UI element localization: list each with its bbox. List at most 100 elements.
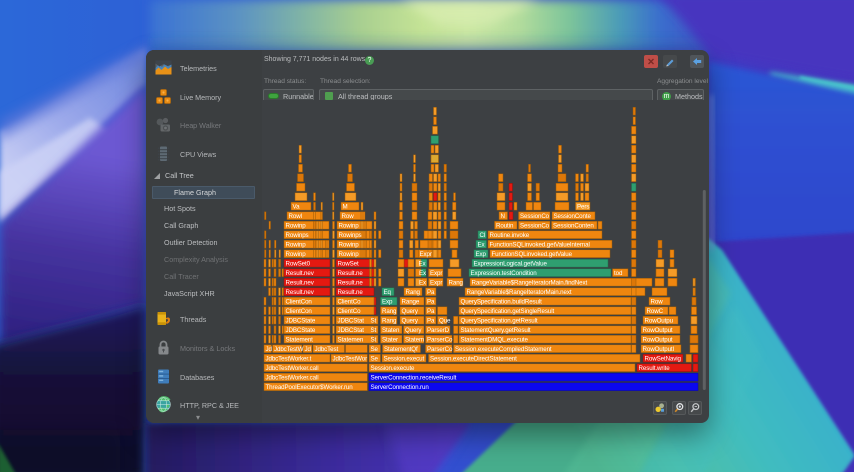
svg-text:StatementDMQL.execute: StatementDMQL.execute [461, 336, 529, 343]
svg-text:RangeVariable$RangeIteratorMai: RangeVariable$RangeIteratorMain.findNext [472, 279, 588, 286]
svg-text:JdbcTestWor: JdbcTestWor [333, 355, 368, 362]
svg-text:tod: tod [614, 270, 623, 277]
svg-text:Rowinp: Rowinp [339, 241, 360, 248]
svg-text:JdbcTestWorker.call: JdbcTestWorker.call [266, 365, 319, 372]
svg-text:Rang: Rang [406, 289, 421, 296]
svg-text:Session.execute: Session.execute [371, 365, 416, 372]
svg-text:Que: Que [439, 317, 451, 324]
svg-text:Result.ne: Result.ne [338, 289, 364, 296]
svg-text:Se: Se [371, 346, 379, 353]
svg-text:Range: Range [402, 298, 420, 305]
svg-text:Staten: Staten [382, 327, 400, 334]
svg-text:Rowinps: Rowinps [286, 232, 309, 239]
svg-text:Result.write: Result.write [639, 365, 671, 372]
svg-text:Ex: Ex [419, 260, 427, 267]
svg-text:ClientCon: ClientCon [286, 298, 313, 305]
svg-text:Statem: Statem [405, 336, 424, 343]
svg-text:N: N [501, 213, 505, 220]
svg-text:JDBCStat: JDBCStat [338, 317, 365, 324]
svg-text:ServerConnection.receiveResult: ServerConnection.receiveResult [371, 374, 457, 381]
svg-text:ExpressionLogical.getValue: ExpressionLogical.getValue [474, 260, 548, 267]
svg-text:Result.ne: Result.ne [338, 270, 364, 277]
svg-text:RangeVariable$RangeIteratorMai: RangeVariable$RangeIteratorMain.next [467, 289, 572, 296]
svg-text:Session.execut: Session.execut [384, 355, 425, 362]
svg-text:Statement: Statement [286, 336, 314, 343]
svg-text:JDBCStat: JDBCStat [338, 327, 365, 334]
svg-text:RowSet: RowSet [338, 260, 359, 267]
svg-text:Stater: Stater [382, 336, 398, 343]
svg-text:Query: Query [402, 308, 419, 315]
svg-text:SessionConten: SessionConten [553, 222, 594, 229]
svg-text:RowOutput: RowOutput [643, 336, 673, 343]
svg-text:QuerySpecification.buildResult: QuerySpecification.buildResult [461, 298, 543, 305]
svg-text:Row: Row [342, 213, 355, 220]
svg-text:ClientCon: ClientCon [286, 308, 313, 315]
svg-text:ServerConnection.run: ServerConnection.run [371, 384, 430, 391]
svg-text:Se: Se [371, 355, 379, 362]
svg-text:StatementQf: StatementQf [384, 346, 418, 353]
svg-text:Statemen: Statemen [338, 336, 364, 343]
svg-text:RowSetNavig: RowSetNavig [645, 355, 682, 362]
svg-text:Session.executeCompiledStateme: Session.executeCompiledStatement [455, 346, 552, 353]
svg-text:Cl: Cl [480, 232, 486, 239]
svg-text:Row: Row [651, 298, 664, 305]
svg-text:Result.nev: Result.nev [286, 289, 315, 296]
svg-text:RowC: RowC [647, 308, 664, 315]
svg-text:Result.nev: Result.nev [286, 270, 315, 277]
svg-text:Rang: Rang [382, 317, 397, 324]
svg-text:Rowinp: Rowinp [286, 251, 307, 258]
svg-text:Result.nev: Result.nev [286, 279, 315, 286]
svg-text:Eq: Eq [384, 289, 392, 296]
svg-text:ClientCo: ClientCo [338, 298, 362, 305]
svg-text:Rowinp: Rowinp [286, 222, 307, 229]
svg-text:Pa: Pa [427, 317, 435, 324]
svg-text:RowOutpu: RowOutpu [645, 317, 674, 324]
svg-text:Rowinp: Rowinp [286, 241, 307, 248]
svg-text:Expression.testCondition: Expression.testCondition [471, 270, 538, 277]
svg-text:Expr: Expr [430, 279, 442, 286]
svg-text:Result.ne: Result.ne [338, 279, 364, 286]
svg-text:Rang: Rang [382, 308, 397, 315]
svg-text:Query: Query [405, 327, 422, 334]
svg-text:ThreadPoolExecutor$Worker.run: ThreadPoolExecutor$Worker.run [266, 384, 354, 391]
svg-text:JDBCState: JDBCState [286, 317, 316, 324]
svg-text:Session.executeDirectStatement: Session.executeDirectStatement [430, 355, 517, 362]
svg-text:Ex: Ex [419, 270, 427, 277]
svg-text:Exp: Exp [476, 251, 487, 258]
svg-text:Exp: Exp [382, 298, 393, 305]
svg-text:Query: Query [402, 317, 419, 324]
svg-text:Pa: Pa [427, 308, 435, 315]
svg-text:ParserCo: ParserCo [427, 346, 453, 353]
svg-text:QuerySpecification.getSingleRe: QuerySpecification.getSingleResult [461, 308, 555, 315]
svg-text:QuerySpecification.getResult: QuerySpecification.getResult [461, 317, 538, 324]
svg-text:SessionConte: SessionConte [554, 213, 592, 220]
svg-text:Rang: Rang [449, 279, 464, 286]
svg-text:SessionCo: SessionCo [520, 222, 550, 229]
svg-text:St: St [371, 317, 377, 324]
svg-text:SessionCo: SessionCo [520, 213, 550, 220]
svg-text:St: St [371, 327, 377, 334]
svg-text:ClientCo: ClientCo [338, 308, 362, 315]
svg-text:RowOutput: RowOutput [643, 327, 673, 334]
svg-text:RowSet0: RowSet0 [286, 260, 311, 267]
svg-text:Routine.invoke: Routine.invoke [490, 232, 530, 239]
svg-text:Pa: Pa [427, 298, 435, 305]
svg-text:Pers: Pers [577, 203, 589, 210]
svg-text:RowOutputI: RowOutputI [643, 346, 675, 353]
svg-text:Rowl: Rowl [289, 213, 302, 220]
svg-text:StatementQuery.getResult: StatementQuery.getResult [461, 327, 531, 334]
svg-text:FunctionSQLinvoked.getValue: FunctionSQLinvoked.getValue [492, 251, 573, 258]
svg-text:St: St [371, 336, 377, 343]
svg-text:Ex: Ex [478, 241, 486, 248]
svg-text:Routin: Routin [496, 222, 514, 229]
svg-text:M: M [343, 203, 348, 210]
svg-text:Rowinp: Rowinp [339, 251, 360, 258]
svg-text:Jd: Jd [305, 346, 312, 353]
svg-text:FunctionSQLinvoked.getValueInt: FunctionSQLinvoked.getValueInternal [490, 241, 590, 248]
svg-text:Expr: Expr [430, 270, 442, 277]
svg-text:Jd: Jd [266, 346, 273, 353]
svg-text:Rowinps: Rowinps [339, 232, 362, 239]
svg-text:Rowinp: Rowinp [339, 222, 360, 229]
svg-text:ParserD: ParserD [427, 327, 450, 334]
svg-text:JdbcTestWorker.call: JdbcTestWorker.call [266, 374, 319, 381]
